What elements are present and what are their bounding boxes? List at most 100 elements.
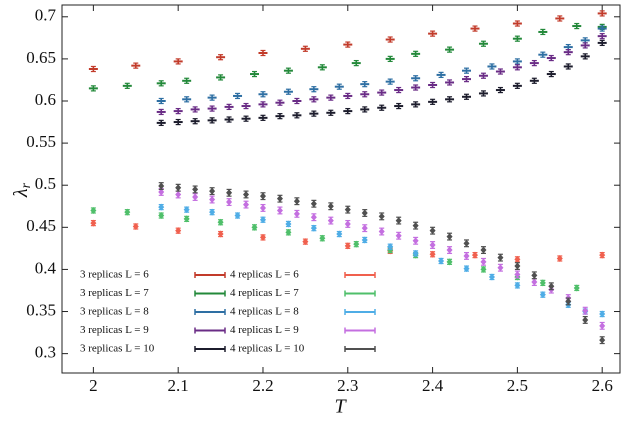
series (90, 219, 606, 263)
data-point (531, 278, 538, 286)
y-tick-label: 0.55 (26, 132, 56, 151)
data-point (285, 220, 292, 228)
data-point (573, 284, 580, 292)
legend-label: 4 replicas L = 7 (230, 287, 299, 299)
data-point (463, 252, 470, 260)
series (156, 39, 607, 127)
data-point (514, 262, 521, 270)
series (158, 182, 606, 345)
series (158, 203, 606, 318)
data-point (310, 213, 317, 221)
legend-label: 3 replicas L = 10 (80, 343, 155, 355)
x-tick-label: 2.2 (252, 376, 273, 395)
data-point (293, 197, 300, 205)
data-point (90, 206, 97, 214)
data-point (327, 202, 334, 210)
data-point (378, 228, 385, 236)
data-point (327, 217, 334, 225)
data-point (514, 270, 521, 278)
data-point (599, 251, 606, 259)
data-point (344, 220, 351, 228)
y-tick-label: 0.4 (35, 258, 57, 277)
data-point (480, 265, 487, 273)
data-point (192, 185, 199, 193)
data-point (480, 246, 487, 254)
data-point (531, 271, 538, 279)
data-point (310, 200, 317, 208)
y-axis-label: λr (10, 182, 35, 198)
legend-label: 3 replicas L = 8 (80, 306, 149, 318)
y-tick-label: 0.45 (26, 216, 56, 235)
y-tick-label: 0.6 (35, 90, 56, 109)
data-point (539, 279, 546, 287)
x-axis-label: T (334, 396, 347, 418)
data-point (378, 212, 385, 220)
legend-label: 3 replicas L = 6 (80, 269, 149, 281)
data-point (175, 184, 182, 192)
data-point (599, 322, 606, 330)
data-point (582, 316, 589, 324)
series (90, 206, 580, 292)
data-point (412, 237, 419, 245)
data-point (599, 310, 606, 318)
data-point (319, 234, 326, 242)
data-point (90, 219, 97, 227)
data-point (132, 222, 139, 230)
series (88, 22, 607, 92)
data-point (276, 195, 283, 203)
data-point (285, 228, 292, 236)
data-point (446, 258, 453, 266)
data-point (548, 282, 555, 290)
data-point (209, 208, 216, 216)
y-tick-label: 0.3 (35, 343, 56, 362)
data-point (158, 203, 165, 211)
data-point (344, 242, 351, 250)
data-point (412, 249, 419, 257)
data-point (234, 212, 241, 220)
x-tick-label: 2.3 (337, 376, 358, 395)
data-point (395, 232, 402, 240)
legend-label: 4 replicas L = 9 (230, 324, 299, 336)
data-point (251, 223, 258, 231)
data-point (259, 216, 266, 224)
data-point (175, 227, 182, 235)
data-point (158, 212, 165, 220)
data-point (387, 243, 394, 251)
data-point (463, 265, 470, 273)
data-point (353, 240, 360, 248)
data-point (124, 208, 131, 216)
data-point (463, 239, 470, 247)
data-point (226, 189, 233, 197)
series (156, 25, 607, 105)
x-tick-label: 2 (89, 376, 98, 395)
data-point (429, 227, 436, 235)
x-tick-label: 2.4 (422, 376, 444, 395)
data-point (361, 224, 368, 232)
data-point (438, 257, 445, 265)
data-point (243, 201, 250, 209)
data-point (259, 192, 266, 200)
data-point (480, 258, 487, 266)
data-point (336, 230, 343, 238)
data-point (276, 206, 283, 214)
data-point (226, 198, 233, 206)
data-point (259, 204, 266, 212)
data-point (471, 251, 478, 259)
data-point (361, 236, 368, 244)
data-point (361, 209, 368, 217)
data-point (556, 254, 563, 262)
data-point (429, 250, 436, 258)
data-point (497, 264, 504, 272)
data-point (446, 233, 453, 241)
legend-label: 4 replicas L = 6 (230, 269, 299, 281)
x-tick-label: 2.6 (592, 376, 613, 395)
series (88, 10, 607, 73)
y-tick-label: 0.7 (35, 6, 57, 25)
data-point (158, 188, 165, 196)
data-point (209, 187, 216, 195)
x-tick-label: 2.5 (507, 376, 528, 395)
data-point (429, 241, 436, 249)
y-tick-label: 0.35 (26, 300, 56, 319)
series (156, 33, 607, 116)
data-point (217, 230, 224, 238)
